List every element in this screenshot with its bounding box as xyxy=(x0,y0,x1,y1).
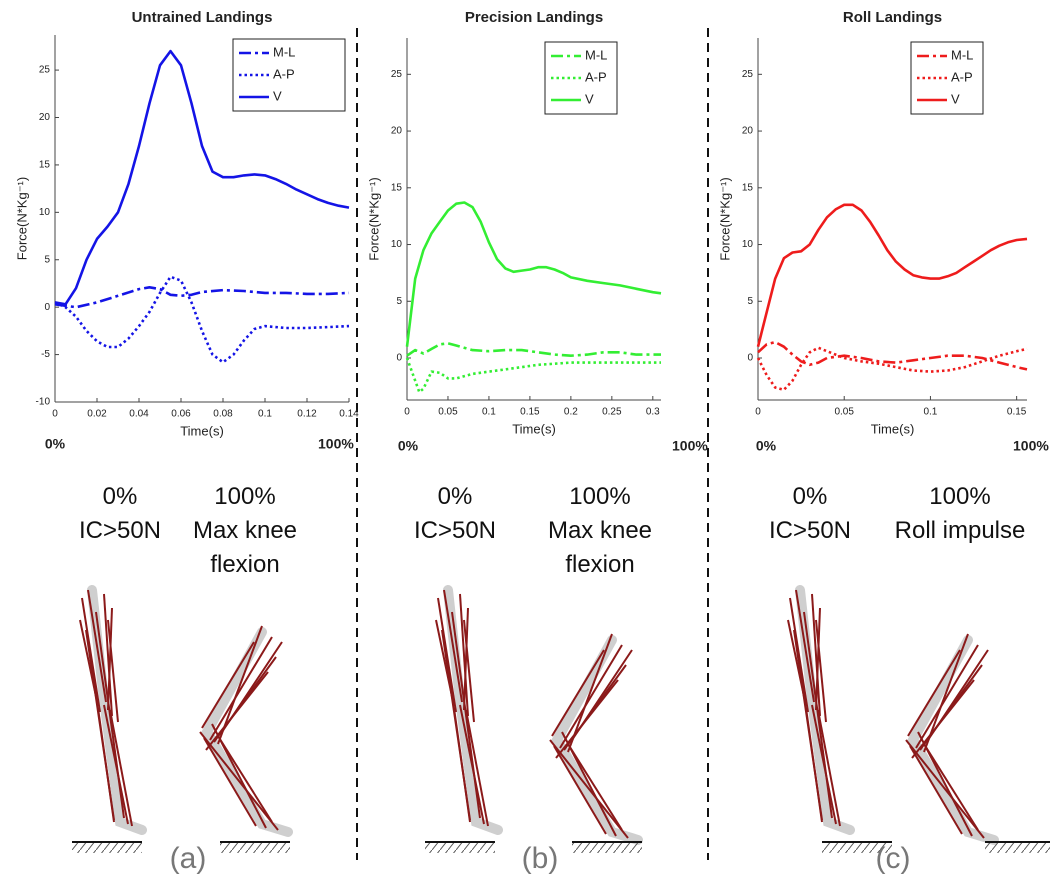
y-tick-label: 0 xyxy=(747,353,753,364)
x-tick-label: 0 xyxy=(404,407,410,418)
y-tick-label: 15 xyxy=(742,182,754,193)
legend-label: V xyxy=(273,88,282,103)
y-tick-label: 0 xyxy=(396,353,402,364)
x-tick-label: 0.3 xyxy=(646,407,660,418)
x-tick-label: 0.1 xyxy=(482,407,496,418)
x-tick-label: 0.02 xyxy=(87,409,107,420)
legend-label: V xyxy=(585,91,594,106)
panel-label: (c) xyxy=(875,842,911,875)
x-tick-label: 0.14 xyxy=(339,409,359,420)
y-tick-label: 20 xyxy=(39,112,51,123)
x-tick-label: 0.05 xyxy=(834,407,854,418)
y-tick-label: 5 xyxy=(44,254,50,265)
frame-percent: 0% xyxy=(792,483,828,510)
annotation: 100% xyxy=(318,436,354,452)
series-line xyxy=(756,346,1028,392)
annotation: 0% xyxy=(398,438,419,454)
legend-label: M-L xyxy=(273,44,295,59)
x-tick-label: 0.1 xyxy=(258,409,272,420)
legs xyxy=(72,590,1050,853)
frame-event: Roll impulse xyxy=(894,517,1026,544)
frame-percent: 100% xyxy=(929,483,991,510)
legend-label: A-P xyxy=(273,66,295,81)
y-axis-label: Force(N*Kg⁻¹) xyxy=(14,177,29,260)
series-line xyxy=(406,342,661,357)
x-tick-label: 0.04 xyxy=(129,409,149,420)
y-tick-label: -5 xyxy=(41,349,50,360)
series-line xyxy=(54,286,350,309)
x-tick-label: 0.12 xyxy=(297,409,317,420)
series-line xyxy=(757,340,1028,371)
legend-label: M-L xyxy=(585,47,607,62)
chart-title: Roll Landings xyxy=(843,9,942,26)
y-tick-label: 20 xyxy=(391,126,403,137)
y-tick-label: 15 xyxy=(391,182,403,193)
chart-title: Untrained Landings xyxy=(132,9,273,26)
y-tick-label: 10 xyxy=(391,239,403,250)
x-tick-label: 0.25 xyxy=(602,407,622,418)
frame-percent: 0% xyxy=(437,483,473,510)
frame-percent: 0% xyxy=(102,483,138,510)
series-line xyxy=(54,275,350,364)
y-tick-label: 25 xyxy=(742,69,754,80)
panel-label: (b) xyxy=(521,842,559,875)
x-tick-label: 0 xyxy=(755,407,761,418)
chart-title: Precision Landings xyxy=(465,9,603,26)
frame-event: Max knee flexion xyxy=(547,517,653,578)
frame-event: IC>50N xyxy=(78,517,162,544)
y-tick-label: 10 xyxy=(742,239,754,250)
y-tick-label: 15 xyxy=(39,160,51,171)
frame-percent: 100% xyxy=(569,483,631,510)
series-line xyxy=(405,201,662,347)
series-line xyxy=(756,203,1028,348)
y-tick-label: 5 xyxy=(747,296,753,307)
annotation: 100% xyxy=(672,438,708,454)
frame-event: Max knee flexion xyxy=(192,517,298,578)
x-tick-label: 0.08 xyxy=(213,409,233,420)
legend-label: A-P xyxy=(585,69,607,84)
frame-percent: 100% xyxy=(214,483,276,510)
x-axis-label: Time(s) xyxy=(180,423,224,438)
x-tick-label: 0 xyxy=(52,409,58,420)
annotation: 0% xyxy=(756,438,777,454)
x-tick-label: 0.2 xyxy=(564,407,578,418)
legend-label: M-L xyxy=(951,47,973,62)
x-tick-label: 0.06 xyxy=(171,409,191,420)
x-axis-label: Time(s) xyxy=(871,421,915,436)
y-tick-label: -10 xyxy=(36,397,51,408)
y-axis-label: Force(N*Kg⁻¹) xyxy=(717,177,732,260)
x-axis-label: Time(s) xyxy=(512,421,556,436)
y-axis-label: Force(N*Kg⁻¹) xyxy=(366,177,381,260)
x-tick-label: 0.05 xyxy=(438,407,458,418)
series-line xyxy=(54,49,350,306)
legend-label: V xyxy=(951,91,960,106)
frame-event: IC>50N xyxy=(413,517,497,544)
annotation: 0% xyxy=(45,436,66,452)
annotation: 100% xyxy=(1013,438,1049,454)
legend-label: A-P xyxy=(951,69,973,84)
y-tick-label: 10 xyxy=(39,207,51,218)
y-tick-label: 25 xyxy=(391,69,403,80)
y-tick-label: 0 xyxy=(44,302,50,313)
x-tick-label: 0.15 xyxy=(520,407,540,418)
y-tick-label: 5 xyxy=(396,296,402,307)
y-tick-label: 25 xyxy=(39,65,51,76)
frame-event: IC>50N xyxy=(768,517,852,544)
series-line xyxy=(405,357,661,394)
y-tick-label: 20 xyxy=(742,126,754,137)
x-tick-label: 0.1 xyxy=(923,407,937,418)
x-tick-label: 0.15 xyxy=(1007,407,1027,418)
panel-label: (a) xyxy=(169,842,207,875)
